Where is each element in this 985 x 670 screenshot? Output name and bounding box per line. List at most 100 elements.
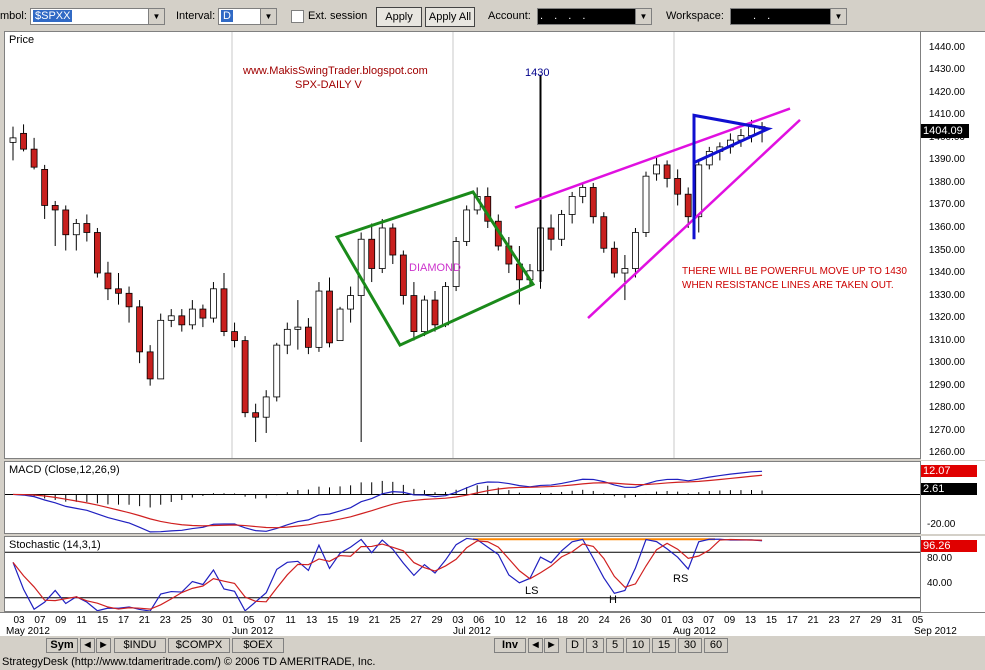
interval-button-10[interactable]: 10 [626,638,650,653]
signal-value-badge: 2.61 [921,483,977,495]
x-tick-label: 16 [535,615,548,626]
interval-button-60[interactable]: 60 [704,638,728,653]
candle-body [695,164,703,218]
next-arrow-icon[interactable]: ► [544,638,559,653]
symbol-combo[interactable]: $SPXX ▼ [30,8,165,25]
symbol-value: $SPXX [33,10,73,22]
pennant-flag [692,113,773,240]
candle-body [72,223,80,236]
x-month-label: Aug 2012 [673,626,716,637]
x-month-label: Sep 2012 [914,626,957,637]
chevron-down-icon[interactable]: ▼ [830,9,846,24]
candle-body [83,223,91,233]
price-axis: 1440.001430.001420.001410.001400.001390.… [921,31,985,460]
price-tick-label: 1320.00 [928,312,965,324]
candle-body [326,290,333,344]
apply-all-button[interactable]: Apply All [425,7,475,27]
price-tick-label: 1340.00 [928,267,965,279]
chevron-down-icon[interactable]: ▼ [260,9,276,24]
candle-body [663,164,671,179]
x-tick-label: 01 [222,615,234,626]
candle-body [389,227,397,256]
x-tick-label: 07 [703,615,715,626]
candle-body [568,196,576,215]
tab-indu[interactable]: $INDU [114,638,166,653]
x-tick-label: 05 [912,615,924,626]
price-tick-label: 1390.00 [928,154,965,166]
candle-body [600,216,608,249]
diamond-pattern [334,190,536,348]
stochastic-panel-title: Stochastic (14,3,1) [9,539,101,551]
x-tick-label: 31 [891,615,903,626]
x-tick-label: 13 [306,615,318,626]
workspace-value: . . [753,10,775,22]
candle-body [431,299,439,326]
interval-button-3[interactable]: 3 [586,638,604,653]
price-tick-label: 1260.00 [928,447,965,459]
status-bar: StrategyDesk (http://www.tdameritrade.co… [0,654,985,670]
ext-session-checkbox[interactable] [291,10,304,23]
x-tick-label: 01 [661,615,673,626]
candle-body [315,290,323,348]
interval-button-D[interactable]: D [566,638,584,653]
last-price-badge: 1404.09 [921,124,969,138]
macd-panel-title: MACD (Close,12,26,9) [9,464,120,476]
prev-arrow-icon[interactable]: ◄ [80,638,95,653]
diamond-label: DIAMOND [409,262,461,274]
candle-body [304,326,312,348]
x-month-label: Jul 2012 [453,626,491,637]
interval-button-5[interactable]: 5 [606,638,624,653]
price-panel: Price www.MakisSwingTrader.blogspot.com … [4,31,921,459]
price-tick-label: 1310.00 [928,334,965,346]
macd-chart [5,470,920,533]
next-arrow-icon[interactable]: ► [96,638,111,653]
watermark-url: www.MakisSwingTrader.blogspot.com [243,65,428,77]
inv-button[interactable]: Inv [494,638,526,653]
price-tick-label: 1420.00 [928,86,965,98]
interval-value: D [221,10,233,22]
prev-arrow-icon[interactable]: ◄ [528,638,543,653]
tab-oex[interactable]: $OEX [232,638,284,653]
candle-body [51,205,59,211]
interval-button-15[interactable]: 15 [652,638,676,653]
candle-body [115,288,122,294]
x-axis: 03 07 09 11 15 17 21 23 25 30 01 05 07 11 13 15 19 21 25 27… [0,612,985,637]
candle-body [378,227,386,269]
candle-body [62,209,70,236]
candle-body [421,299,428,333]
price-tick-label: 1410.00 [928,109,965,121]
candle-body [94,232,101,274]
interval-button-30[interactable]: 30 [678,638,702,653]
watermark-subtitle: SPX-DAILY V [295,79,362,91]
stochastic-tick-40: 40.00 [927,578,953,589]
annotation-line-2: WHEN RESISTANCE LINES ARE TAKEN OUT. [682,280,894,291]
candle-body [442,286,449,326]
x-tick-label: 11 [285,615,296,626]
ext-session-label: Ext. session [308,10,368,22]
account-combo[interactable]: . . . . ▼ [537,8,652,25]
x-tick-label: 30 [640,615,652,626]
target-label: 1430 [525,67,550,79]
x-tick-label: 24 [598,615,610,626]
chevron-down-icon[interactable]: ▼ [635,9,651,24]
candle-body [674,178,682,195]
workspace-label: Workspace: [666,10,724,22]
macd-panel: MACD (Close,12,26,9) [4,461,921,534]
workspace-combo[interactable]: . . ▼ [730,8,847,25]
x-tick-label: 26 [619,615,631,626]
candle-body [262,396,270,418]
macd-tick-neg: -20.00 [927,519,956,530]
price-tick-label: 1360.00 [928,221,965,233]
x-tick-label: 29 [431,615,443,626]
sym-button[interactable]: Sym [46,638,78,653]
apply-button[interactable]: Apply [376,7,422,27]
x-tick-label: 17 [786,615,798,626]
chevron-down-icon[interactable]: ▼ [148,9,164,24]
ls-label: LS [525,585,539,597]
x-tick-label: 25 [180,615,192,626]
candle-body [368,238,376,269]
interval-combo[interactable]: D ▼ [218,8,277,25]
tab-compx[interactable]: $COMPX [168,638,230,653]
x-tick-label: 03 [682,615,694,626]
candle-body [104,272,112,290]
